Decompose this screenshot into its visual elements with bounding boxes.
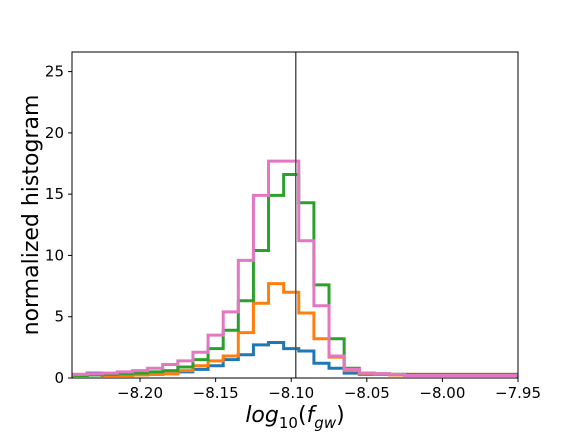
histogram-series-4	[72, 159, 518, 378]
y-tick-label: 5	[54, 308, 64, 326]
x-tick-label: −7.95	[495, 384, 541, 402]
x-tick-label: −8.05	[344, 384, 390, 402]
y-tick-label: 20	[45, 124, 64, 142]
y-tick-label: 25	[45, 63, 64, 81]
x-tick-label: −8.15	[193, 384, 239, 402]
y-tick-label: 10	[45, 246, 64, 264]
y-axis-label: normalized histogram	[19, 95, 44, 336]
x-axis-label: log10(fgw)	[245, 403, 344, 432]
y-tick-label: 0	[54, 369, 64, 387]
x-tick-label: −8.10	[268, 384, 314, 402]
series-layer	[72, 159, 518, 378]
x-axis-ticks: −8.20 −8.15 −8.10 −8.05 −8.00 −7.95	[117, 378, 541, 402]
plot-frame	[71, 51, 519, 379]
y-tick-label: 15	[45, 185, 64, 203]
x-tick-label: −8.00	[419, 384, 465, 402]
x-tick-label: −8.20	[117, 384, 163, 402]
y-axis-ticks: 0 5 10 15 20 25	[45, 63, 72, 387]
